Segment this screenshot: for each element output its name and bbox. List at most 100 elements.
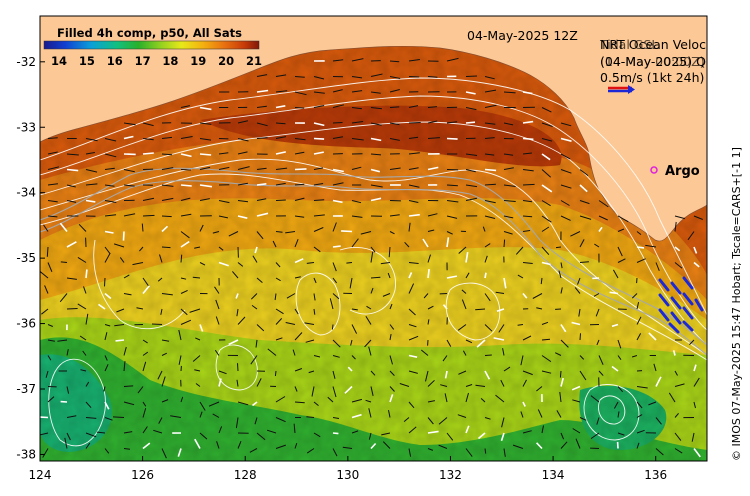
current-arrow	[442, 355, 448, 362]
current-arrow	[305, 339, 315, 343]
current-arrow	[612, 269, 619, 279]
current-arrow	[484, 137, 495, 139]
current-arrow	[408, 283, 415, 294]
current-arrow	[370, 276, 381, 279]
current-arrow	[332, 293, 340, 300]
current-arrow	[559, 370, 562, 378]
current-arrow	[47, 166, 60, 170]
current-arrow	[161, 293, 173, 296]
current-arrow	[161, 184, 174, 187]
current-arrow	[199, 401, 206, 411]
current-arrow	[484, 370, 491, 380]
current-arrow	[446, 200, 459, 203]
colorbar-title: Filled 4h comp, p50, All Sats	[57, 26, 242, 40]
current-arrow	[522, 370, 533, 376]
current-arrow	[631, 293, 638, 299]
y-tick-label: -33	[16, 120, 36, 134]
current-arrow	[228, 339, 239, 346]
current-arrow	[313, 137, 325, 140]
current-arrow	[294, 368, 303, 372]
current-arrow	[617, 258, 626, 263]
current-arrow	[266, 429, 277, 434]
current-arrow	[123, 184, 135, 187]
argo-float-marker[interactable]	[650, 166, 658, 174]
current-arrow	[574, 287, 581, 294]
legend-overprint-1: Tidal GSL	[599, 37, 658, 52]
current-arrow	[256, 198, 267, 201]
current-arrow	[332, 432, 339, 435]
current-arrow	[123, 431, 133, 434]
current-arrow	[360, 231, 372, 235]
current-arrow	[235, 293, 239, 299]
current-arrow	[370, 91, 381, 94]
current-arrow	[332, 199, 343, 204]
current-arrow	[484, 122, 496, 125]
current-arrow	[382, 441, 391, 449]
current-arrow	[465, 384, 473, 387]
x-tick-label: 124	[29, 468, 52, 482]
current-arrow	[66, 432, 71, 441]
current-arrow	[170, 415, 182, 418]
current-arrow	[522, 292, 528, 299]
current-arrow	[66, 277, 77, 280]
current-arrow	[66, 349, 69, 356]
current-arrow	[275, 444, 286, 449]
current-arrow	[560, 441, 568, 449]
current-arrow	[293, 423, 296, 434]
current-arrow	[536, 442, 543, 450]
current-arrow	[594, 243, 600, 248]
current-arrow	[389, 394, 394, 403]
current-arrow	[559, 391, 562, 403]
current-arrow	[501, 417, 505, 428]
current-arrow	[256, 277, 263, 283]
current-arrow	[484, 153, 495, 156]
current-arrow	[420, 349, 429, 356]
current-arrow	[541, 246, 550, 256]
current-arrow	[541, 153, 551, 161]
current-arrow	[693, 246, 698, 254]
current-arrow	[332, 245, 341, 248]
current-arrow	[214, 349, 220, 356]
current-arrow	[522, 401, 526, 407]
current-arrow	[370, 442, 377, 450]
current-arrow	[370, 197, 382, 202]
current-arrow	[475, 384, 486, 387]
current-arrow	[560, 377, 564, 387]
current-arrow	[351, 90, 363, 93]
current-arrow	[592, 277, 600, 280]
current-arrow	[596, 417, 600, 425]
current-arrow	[370, 370, 376, 376]
current-arrow	[78, 223, 87, 232]
current-arrow	[332, 448, 338, 457]
current-arrow	[365, 399, 372, 403]
current-arrow	[541, 355, 552, 363]
current-arrow	[408, 136, 419, 139]
current-arrow	[313, 199, 325, 201]
colorbar-tick-label: 20	[218, 54, 234, 68]
current-arrow	[215, 316, 220, 325]
current-arrow	[368, 346, 372, 356]
current-arrow	[237, 182, 248, 186]
current-arrow	[332, 136, 344, 139]
current-arrow	[522, 91, 533, 95]
current-arrow	[560, 339, 569, 348]
current-arrow	[370, 168, 380, 173]
current-arrow	[399, 383, 410, 387]
current-arrow	[161, 376, 166, 387]
current-arrow	[66, 241, 77, 248]
current-arrow	[368, 408, 372, 418]
current-arrow	[199, 153, 212, 156]
current-arrow	[522, 120, 534, 124]
current-arrow	[674, 432, 682, 441]
current-arrow	[693, 401, 696, 409]
current-arrow	[218, 378, 222, 387]
current-arrow	[237, 138, 249, 142]
current-arrow	[482, 226, 486, 232]
current-arrow	[194, 246, 201, 249]
current-arrow	[636, 386, 648, 389]
current-arrow	[104, 448, 110, 454]
current-arrow	[389, 167, 401, 170]
current-arrow	[484, 354, 492, 356]
current-arrow	[267, 348, 277, 356]
